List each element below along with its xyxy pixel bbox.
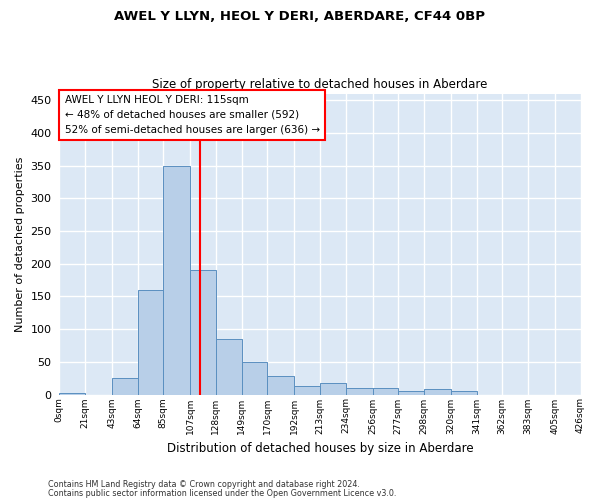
Bar: [216, 339, 242, 394]
Bar: [242, 362, 268, 394]
Bar: [424, 390, 451, 394]
Text: AWEL Y LLYN, HEOL Y DERI, ABERDARE, CF44 0BP: AWEL Y LLYN, HEOL Y DERI, ABERDARE, CF44…: [115, 10, 485, 23]
Text: Contains HM Land Registry data © Crown copyright and database right 2024.: Contains HM Land Registry data © Crown c…: [48, 480, 360, 489]
Text: AWEL Y LLYN HEOL Y DERI: 115sqm
← 48% of detached houses are smaller (592)
52% o: AWEL Y LLYN HEOL Y DERI: 115sqm ← 48% of…: [65, 95, 320, 134]
Y-axis label: Number of detached properties: Number of detached properties: [15, 156, 25, 332]
Bar: [346, 388, 373, 394]
Bar: [398, 391, 424, 394]
X-axis label: Distribution of detached houses by size in Aberdare: Distribution of detached houses by size …: [167, 442, 473, 455]
Bar: [163, 166, 190, 394]
Bar: [451, 391, 476, 394]
Bar: [268, 376, 294, 394]
Bar: [137, 290, 163, 395]
Bar: [320, 382, 346, 394]
Bar: [59, 393, 85, 394]
Text: Contains public sector information licensed under the Open Government Licence v3: Contains public sector information licen…: [48, 488, 397, 498]
Bar: [373, 388, 398, 394]
Bar: [294, 386, 320, 394]
Bar: [112, 378, 137, 394]
Title: Size of property relative to detached houses in Aberdare: Size of property relative to detached ho…: [152, 78, 488, 91]
Bar: [190, 270, 216, 394]
